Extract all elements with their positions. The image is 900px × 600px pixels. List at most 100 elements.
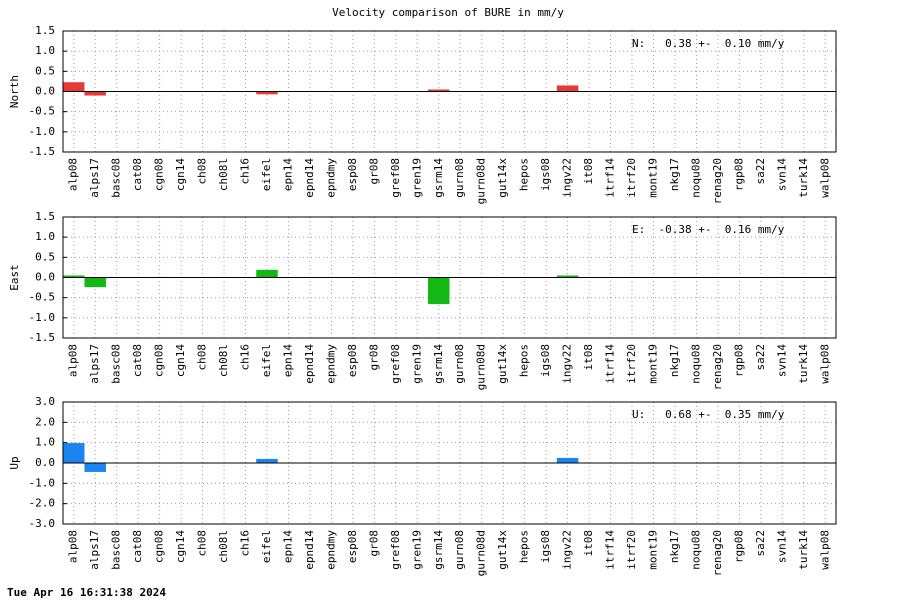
bar [84, 91, 106, 96]
x-tick-label: gurn08d [475, 158, 488, 204]
x-tick-label: epn14 [281, 158, 294, 191]
x-tick-label: mont19 [646, 158, 659, 198]
x-tick-label: turk14 [797, 530, 810, 570]
x-tick-label: cgn08 [153, 158, 166, 191]
x-tick-label: gurn08d [475, 344, 488, 390]
x-tick-label: renag20 [711, 344, 724, 390]
y-tick-label: 0.0 [35, 85, 55, 98]
x-tick-label: epndmy [324, 530, 337, 570]
annotation: U: 0.68 +- 0.35 mm/y [632, 408, 785, 421]
x-tick-label: gut14x [496, 530, 509, 570]
x-tick-label: gref08 [389, 530, 402, 570]
bar [84, 277, 106, 288]
x-tick-label: hepos [518, 344, 531, 377]
y-axis-label: East [8, 264, 21, 291]
x-tick-label: igs08 [539, 344, 552, 377]
bar [428, 277, 450, 305]
x-tick-label: ch08l [217, 158, 230, 191]
x-tick-label: gurn08d [475, 530, 488, 576]
y-tick-label: -1.0 [29, 125, 56, 138]
x-tick-label: gurn08 [453, 158, 466, 198]
x-tick-label: gren19 [410, 530, 423, 570]
x-tick-label: gsrm14 [432, 344, 445, 384]
x-tick-label: alps17 [88, 344, 101, 384]
x-tick-label: nkg17 [668, 344, 681, 377]
x-tick-label: epnd14 [303, 158, 316, 198]
bar [63, 275, 85, 278]
bar [84, 463, 106, 472]
x-tick-label: igs08 [539, 158, 552, 191]
x-tick-label: svn14 [775, 158, 788, 191]
x-tick-label: ch08l [217, 344, 230, 377]
x-tick-label: sa22 [754, 158, 767, 185]
x-tick-label: epn14 [281, 344, 294, 377]
x-tick-label: gsrm14 [432, 158, 445, 198]
x-tick-label: gref08 [389, 344, 402, 384]
x-tick-label: ch16 [239, 530, 252, 557]
y-tick-label: 1.0 [35, 230, 55, 243]
x-tick-label: basc08 [110, 158, 123, 198]
y-tick-label: 0.5 [35, 64, 55, 77]
x-tick-label: itrf20 [625, 344, 638, 384]
x-tick-label: itrf14 [604, 530, 617, 570]
x-tick-label: walp08 [818, 158, 831, 198]
x-tick-label: gurn08 [453, 344, 466, 384]
x-tick-label: alp08 [67, 530, 80, 563]
x-tick-label: gsrm14 [432, 530, 445, 570]
y-tick-label: -2.0 [29, 497, 56, 510]
y-tick-label: 1.0 [35, 436, 55, 449]
chart-title: Velocity comparison of BURE in mm/y [332, 6, 564, 19]
x-tick-label: cgn14 [174, 530, 187, 563]
bar [63, 82, 85, 92]
x-tick-label: cgn14 [174, 344, 187, 377]
y-axis-label: North [8, 75, 21, 108]
x-tick-label: ingv22 [561, 530, 574, 570]
x-tick-label: ch16 [239, 344, 252, 371]
x-tick-label: noqu08 [689, 530, 702, 570]
x-tick-label: itrf14 [604, 344, 617, 384]
x-tick-label: turk14 [797, 344, 810, 384]
x-tick-label: it08 [582, 530, 595, 557]
x-tick-label: gr08 [367, 344, 380, 371]
x-tick-label: walp08 [818, 344, 831, 384]
bar [63, 443, 85, 463]
x-tick-label: ingv22 [561, 344, 574, 384]
x-tick-label: itrf20 [625, 158, 638, 198]
x-tick-label: noqu08 [689, 158, 702, 198]
x-tick-label: it08 [582, 344, 595, 371]
x-tick-label: rgp08 [732, 530, 745, 563]
plot-frame [62, 30, 837, 153]
x-tick-label: cat08 [131, 158, 144, 191]
x-tick-label: nkg17 [668, 158, 681, 191]
bar [556, 85, 579, 92]
x-tick-label: esp08 [346, 530, 359, 563]
x-tick-label: cgn08 [153, 344, 166, 377]
x-tick-label: eifel [260, 158, 273, 191]
x-tick-label: sa22 [754, 530, 767, 557]
x-tick-label: ch08 [196, 344, 209, 371]
plot-frame [62, 401, 837, 525]
x-tick-label: basc08 [110, 344, 123, 384]
x-tick-label: gren19 [410, 344, 423, 384]
x-tick-label: svn14 [775, 344, 788, 377]
y-tick-label: -1.5 [29, 145, 56, 158]
x-tick-label: igs08 [539, 530, 552, 563]
x-tick-label: itrf14 [604, 158, 617, 198]
x-tick-label: ch08 [196, 530, 209, 557]
x-tick-label: eifel [260, 344, 273, 377]
x-tick-label: renag20 [711, 158, 724, 204]
y-tick-label: 0.0 [35, 271, 55, 284]
x-tick-label: gref08 [389, 158, 402, 198]
bar [256, 269, 278, 278]
x-tick-label: hepos [518, 530, 531, 563]
x-tick-label: cgn14 [174, 158, 187, 191]
x-tick-label: alps17 [88, 530, 101, 570]
x-tick-label: nkg17 [668, 530, 681, 563]
x-tick-label: epndmy [324, 158, 337, 198]
y-axis-label: Up [8, 456, 21, 469]
bar [256, 458, 278, 463]
x-tick-label: ingv22 [561, 158, 574, 198]
x-tick-label: it08 [582, 158, 595, 185]
y-tick-label: 1.5 [35, 24, 55, 37]
